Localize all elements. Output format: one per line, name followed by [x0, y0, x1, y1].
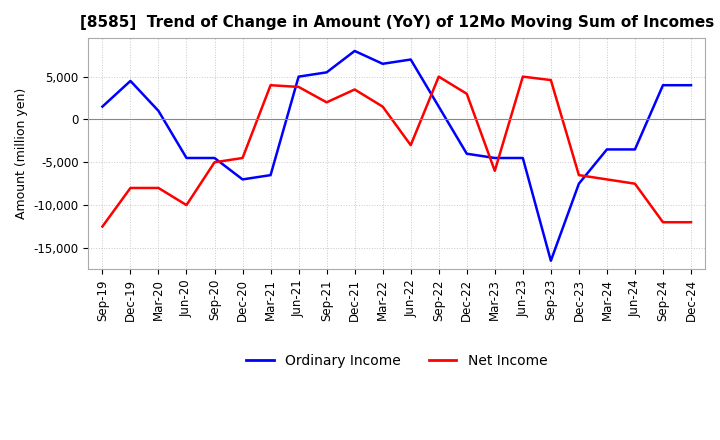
Ordinary Income	[434, 104, 443, 109]
Net Income	[575, 172, 583, 178]
Ordinary Income	[406, 57, 415, 62]
Net Income	[294, 84, 303, 90]
Net Income	[462, 91, 471, 96]
Y-axis label: Amount (million yen): Amount (million yen)	[15, 88, 28, 220]
Ordinary Income	[575, 181, 583, 186]
Ordinary Income	[490, 155, 499, 161]
Net Income	[126, 185, 135, 191]
Net Income	[546, 77, 555, 83]
Net Income	[154, 185, 163, 191]
Net Income	[687, 220, 696, 225]
Ordinary Income	[182, 155, 191, 161]
Net Income	[631, 181, 639, 186]
Net Income	[434, 74, 443, 79]
Ordinary Income	[238, 177, 247, 182]
Net Income	[266, 83, 275, 88]
Net Income	[210, 160, 219, 165]
Ordinary Income	[603, 147, 611, 152]
Ordinary Income	[323, 70, 331, 75]
Net Income	[182, 202, 191, 208]
Net Income	[351, 87, 359, 92]
Net Income	[518, 74, 527, 79]
Ordinary Income	[210, 155, 219, 161]
Ordinary Income	[631, 147, 639, 152]
Net Income	[659, 220, 667, 225]
Ordinary Income	[659, 83, 667, 88]
Ordinary Income	[266, 172, 275, 178]
Ordinary Income	[687, 83, 696, 88]
Ordinary Income	[294, 74, 303, 79]
Ordinary Income	[98, 104, 107, 109]
Ordinary Income	[154, 108, 163, 114]
Title: [8585]  Trend of Change in Amount (YoY) of 12Mo Moving Sum of Incomes: [8585] Trend of Change in Amount (YoY) o…	[80, 15, 714, 30]
Ordinary Income	[462, 151, 471, 156]
Legend: Ordinary Income, Net Income: Ordinary Income, Net Income	[240, 348, 553, 374]
Net Income	[98, 224, 107, 229]
Net Income	[603, 177, 611, 182]
Line: Ordinary Income: Ordinary Income	[102, 51, 691, 261]
Net Income	[406, 143, 415, 148]
Net Income	[379, 104, 387, 109]
Ordinary Income	[126, 78, 135, 84]
Net Income	[238, 155, 247, 161]
Line: Net Income: Net Income	[102, 77, 691, 227]
Net Income	[490, 168, 499, 173]
Net Income	[323, 100, 331, 105]
Ordinary Income	[546, 258, 555, 264]
Ordinary Income	[518, 155, 527, 161]
Ordinary Income	[351, 48, 359, 54]
Ordinary Income	[379, 61, 387, 66]
